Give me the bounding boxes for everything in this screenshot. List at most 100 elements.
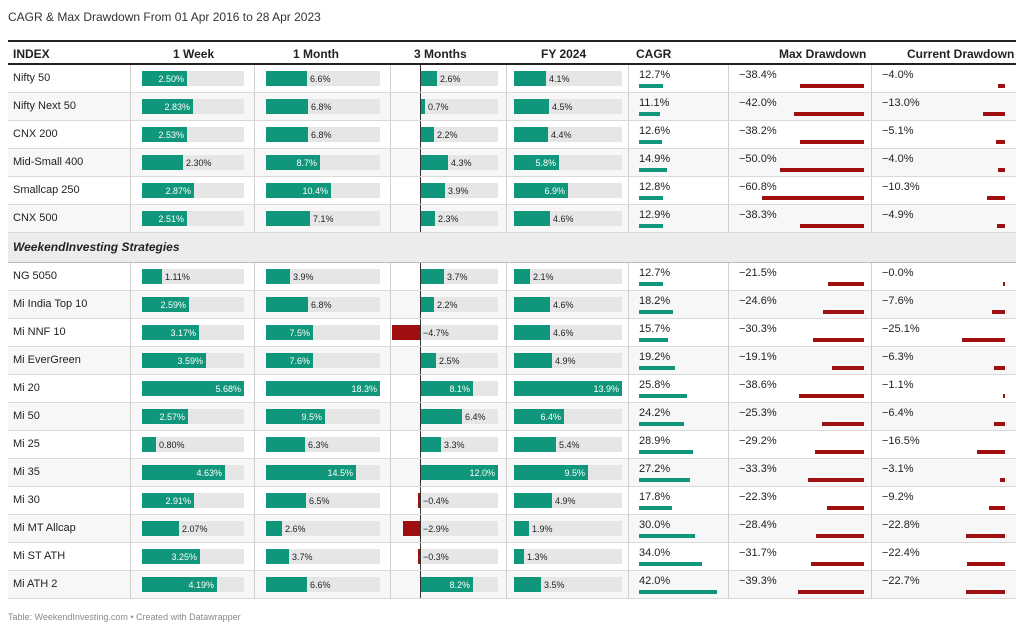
current-drawdown-bar bbox=[966, 534, 1005, 538]
cell-m3: 6.4% bbox=[390, 403, 506, 430]
header-index[interactable]: INDEX bbox=[13, 47, 50, 61]
table-row[interactable]: Mi 25 0.80% 6.3% 5.4% 3.3% 28.9% −29.2% −16.5% bbox=[8, 431, 1016, 459]
cagr-value: 42.0% bbox=[639, 575, 671, 587]
zero-axis bbox=[420, 487, 421, 514]
table-row[interactable]: Mid-Small 400 2.30% 8.7% 5.8% 4.3% 14.9% −50.0… bbox=[8, 149, 1016, 177]
cell-cagr: 24.2% bbox=[628, 403, 728, 430]
table-row[interactable]: CNX 500 2.51% 7.1% 4.6% 2.3% 12.9% −38.3% −4.9% bbox=[8, 205, 1016, 233]
row-name: Nifty 50 bbox=[13, 72, 51, 84]
cell-max-drawdown: −21.5% bbox=[728, 263, 871, 290]
cagr-bar bbox=[639, 338, 668, 342]
cell-m1: 6.8% bbox=[254, 93, 390, 120]
bar-m1 bbox=[266, 521, 282, 536]
cell-max-drawdown: −38.6% bbox=[728, 375, 871, 402]
bar-label-m3: 2.2% bbox=[437, 130, 458, 140]
max-drawdown-bar bbox=[815, 450, 864, 454]
bar-m1 bbox=[266, 437, 305, 452]
bar-m1 bbox=[266, 493, 306, 508]
table-row[interactable]: Mi 50 2.57% 9.5% 6.4% 6.4% 24.2% −25.3% −6.4% bbox=[8, 403, 1016, 431]
max-drawdown-bar bbox=[816, 534, 864, 538]
table-row[interactable]: Mi NNF 10 3.17% 7.5% 4.6% −4.7% 15.7% −30.3% −2… bbox=[8, 319, 1016, 347]
cell-current-drawdown: −4.9% bbox=[871, 205, 1016, 232]
current-drawdown-bar bbox=[994, 422, 1005, 426]
header-current-drawdown[interactable]: Current Drawdown bbox=[907, 47, 1015, 61]
bar-label-m1: 7.1% bbox=[313, 214, 334, 224]
bar-label-m3: 3.3% bbox=[444, 440, 465, 450]
bar-track bbox=[142, 437, 244, 452]
bar-label-m1: 8.7% bbox=[296, 158, 317, 168]
table-row[interactable]: Mi 35 4.63% 14.5% 9.5% 12.0% 27.2% −33.3% −3.1% bbox=[8, 459, 1016, 487]
table-row[interactable]: Mi India Top 10 2.59% 6.8% 4.6% 2.2% 18.2% −24… bbox=[8, 291, 1016, 319]
table-row[interactable]: Mi EverGreen 3.59% 7.6% 4.9% 2.5% 19.2% −19.1%… bbox=[8, 347, 1016, 375]
cagr-bar bbox=[639, 366, 675, 370]
table-row[interactable]: Mi ATH 2 4.19% 6.6% 3.5% 8.2% 42.0% −39.3% −22.… bbox=[8, 571, 1016, 599]
table-row[interactable]: Nifty 50 2.50% 6.6% 4.1% 2.6% 12.7% −38.4% −4.0… bbox=[8, 65, 1016, 93]
bar-fy bbox=[514, 269, 530, 284]
table-row[interactable]: NG 5050 1.11% 3.9% 2.1% 3.7% 12.7% −21.5% −0.0% bbox=[8, 263, 1016, 291]
cell-m3: 8.1% bbox=[390, 375, 506, 402]
bar-label-m1: 3.7% bbox=[292, 552, 313, 562]
bar-track bbox=[420, 549, 498, 564]
header-max-drawdown[interactable]: Max Drawdown bbox=[779, 47, 867, 61]
bar-label-fy: 2.1% bbox=[533, 272, 554, 282]
bar-label-fy: 4.4% bbox=[551, 130, 572, 140]
current-drawdown-bar bbox=[966, 590, 1005, 594]
cell-current-drawdown: −13.0% bbox=[871, 93, 1016, 120]
bar-m3 bbox=[418, 493, 420, 508]
bar-m1 bbox=[266, 183, 331, 198]
table-row[interactable]: Mi 20 5.68% 18.3% 13.9% 8.1% 25.8% −38.6% −1.1% bbox=[8, 375, 1016, 403]
bar-label-m1: 10.4% bbox=[302, 186, 328, 196]
cell-cagr: 14.9% bbox=[628, 149, 728, 176]
current-drawdown-value: −0.0% bbox=[882, 267, 914, 279]
table-row[interactable]: Nifty Next 50 2.83% 6.8% 4.5% 0.7% 11.1% −42.0… bbox=[8, 93, 1016, 121]
row-name: Nifty Next 50 bbox=[13, 100, 76, 112]
cell-m1: 7.6% bbox=[254, 347, 390, 374]
zero-axis bbox=[420, 319, 421, 346]
table-row[interactable]: Mi ST ATH 3.25% 3.7% 1.3% −0.3% 34.0% −31.7% −2… bbox=[8, 543, 1016, 571]
current-drawdown-value: −16.5% bbox=[882, 435, 920, 447]
bar-w1 bbox=[142, 353, 206, 368]
header-fy-2024[interactable]: FY 2024 bbox=[541, 47, 587, 61]
current-drawdown-value: −25.1% bbox=[882, 323, 920, 335]
table-row[interactable]: Mi MT Allcap 2.07% 2.6% 1.9% −2.9% 30.0% −28.4… bbox=[8, 515, 1016, 543]
header-cagr[interactable]: CAGR bbox=[636, 47, 672, 61]
zero-axis bbox=[420, 93, 421, 120]
bar-track bbox=[266, 521, 380, 536]
bar-label-m1: 18.3% bbox=[351, 384, 377, 394]
max-drawdown-value: −30.3% bbox=[739, 323, 777, 335]
cell-max-drawdown: −60.8% bbox=[728, 177, 871, 204]
bar-m1 bbox=[266, 269, 290, 284]
header-1-week[interactable]: 1 Week bbox=[173, 47, 215, 61]
cell-m1: 3.7% bbox=[254, 543, 390, 570]
table-row[interactable]: CNX 200 2.53% 6.8% 4.4% 2.2% 12.6% −38.2% −5.1% bbox=[8, 121, 1016, 149]
zero-axis bbox=[420, 571, 421, 598]
bar-m3 bbox=[420, 297, 434, 312]
table-row[interactable]: Smallcap 250 2.87% 10.4% 6.9% 3.9% 12.8% −60.8… bbox=[8, 177, 1016, 205]
bar-track bbox=[514, 577, 622, 592]
header-3-months[interactable]: 3 Months bbox=[414, 47, 467, 61]
current-drawdown-value: −22.4% bbox=[882, 547, 920, 559]
bar-label-fy: 6.4% bbox=[540, 412, 561, 422]
row-name: Mi 30 bbox=[13, 494, 40, 506]
cell-w1: 3.17% bbox=[130, 319, 254, 346]
current-drawdown-bar bbox=[998, 84, 1005, 88]
bar-m1 bbox=[266, 465, 356, 480]
bar-label-w1: 2.57% bbox=[159, 412, 185, 422]
cagr-value: 24.2% bbox=[639, 407, 671, 419]
bar-track bbox=[514, 521, 622, 536]
cagr-value: 12.7% bbox=[639, 69, 671, 81]
current-drawdown-value: −4.0% bbox=[882, 69, 914, 81]
section-label: WeekendInvesting Strategies bbox=[13, 240, 180, 254]
cell-current-drawdown: −16.5% bbox=[871, 431, 1016, 458]
bar-label-fy: 4.9% bbox=[555, 496, 576, 506]
max-drawdown-value: −19.1% bbox=[739, 351, 777, 363]
row-name: Mi 35 bbox=[13, 466, 40, 478]
bar-m1 bbox=[266, 409, 325, 424]
bar-label-w1: 4.63% bbox=[196, 468, 222, 478]
bar-m3 bbox=[418, 549, 420, 564]
bar-fy bbox=[514, 465, 588, 480]
cagr-bar bbox=[639, 450, 693, 454]
current-drawdown-bar bbox=[997, 224, 1005, 228]
table-row[interactable]: Mi 30 2.91% 6.5% 4.9% −0.4% 17.8% −22.3% −9.2% bbox=[8, 487, 1016, 515]
header-1-month[interactable]: 1 Month bbox=[293, 47, 339, 61]
